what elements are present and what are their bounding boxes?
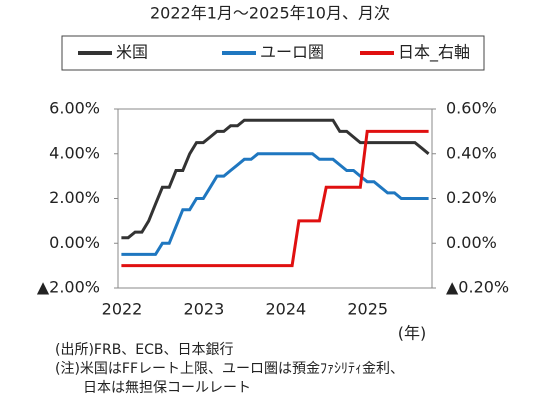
note: 日本は無担保コールレート	[55, 380, 251, 396]
y-tick-label: 0.00%	[49, 233, 100, 252]
x-axis-label: (年)	[398, 324, 427, 343]
series-line	[121, 118, 430, 240]
note: (注)米国はFFレート上限、ユーロ圏は預金ﾌｧｼﾘﾃｨ金利、	[55, 361, 404, 377]
legend-label: ユーロ圏	[260, 43, 324, 62]
x-tick-label: 2024	[265, 300, 306, 319]
x-tick-label: 2025	[347, 300, 388, 319]
y2-tick-label: 0.60%	[446, 99, 497, 118]
y-tick-label: 4.00%	[49, 143, 100, 162]
y2-tick-label: 0.40%	[446, 143, 497, 162]
y2-tick-label: 0.20%	[446, 188, 497, 207]
series-line	[121, 129, 429, 268]
y-tick-label: 2.00%	[49, 188, 100, 207]
legend-box	[61, 35, 485, 71]
x-tick-label: 2022	[102, 300, 143, 319]
chart-title: 2022年1月～2025年10月、月次	[150, 4, 390, 23]
legend-label: 日本_右軸	[398, 43, 470, 63]
legend-label: 米国	[116, 43, 148, 62]
y2-tick-label: ▲0.20%	[446, 278, 509, 297]
note: (出所)FRB、ECB、日本銀行	[55, 342, 234, 358]
x-tick-label: 2023	[184, 300, 225, 319]
y2-tick-label: 0.00%	[446, 233, 497, 252]
y-tick-label: 6.00%	[49, 99, 100, 118]
plot-frame	[117, 108, 433, 289]
series-line	[121, 152, 429, 256]
y-tick-label: ▲2.00%	[37, 278, 100, 297]
